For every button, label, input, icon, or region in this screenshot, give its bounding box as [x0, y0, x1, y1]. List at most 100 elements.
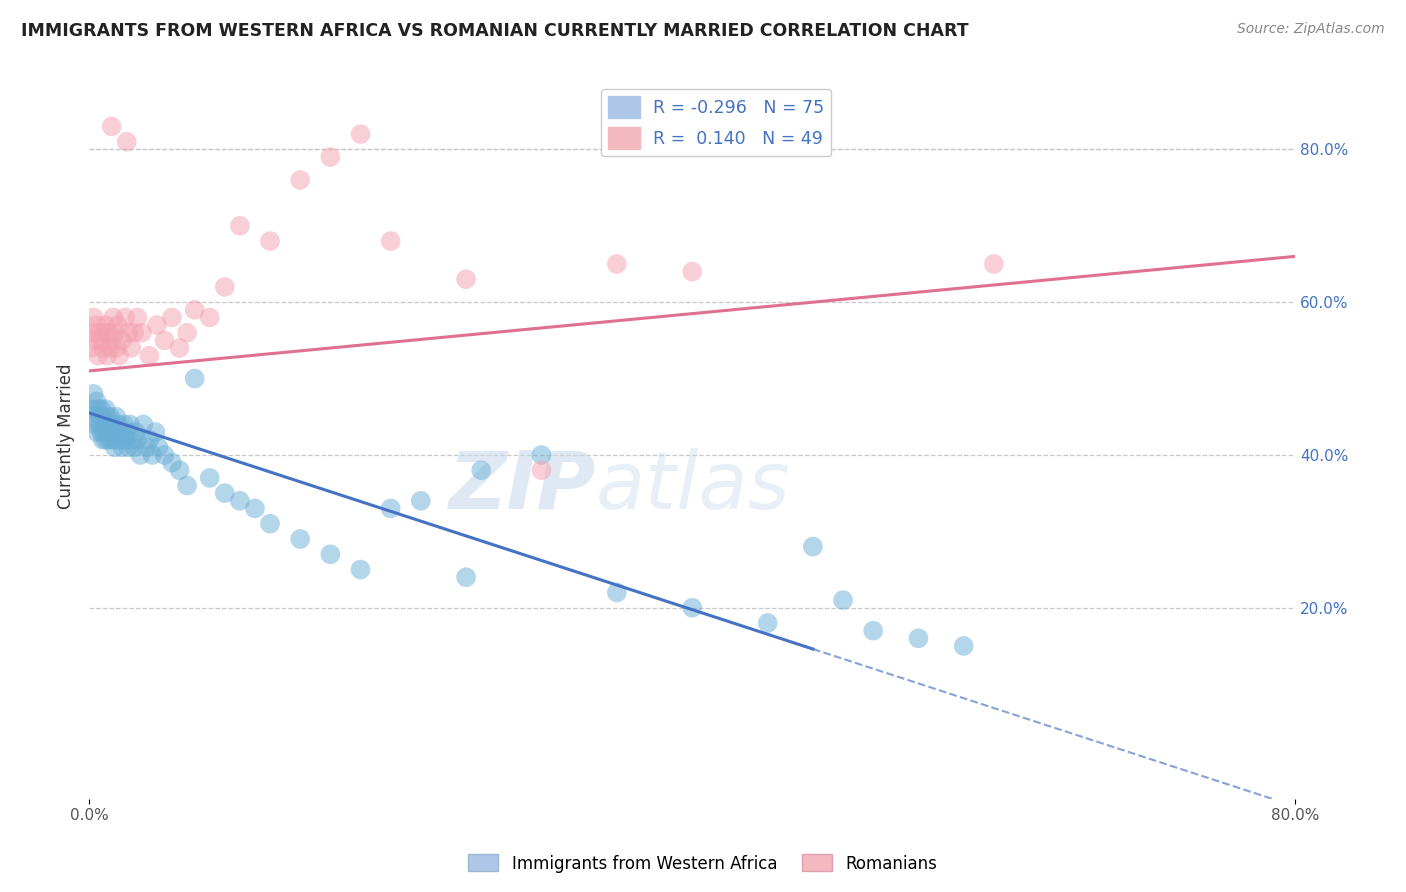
Point: [96, 349, 118, 363]
Point: [90, 402, 112, 417]
Point: [117, 326, 139, 340]
Point: [409, 493, 432, 508]
Point: [100, 433, 122, 447]
Point: [93, 326, 115, 340]
Point: [198, 310, 221, 325]
Point: [103, 310, 125, 325]
Y-axis label: Currently Married: Currently Married: [58, 363, 75, 508]
Point: [290, 173, 312, 187]
Point: [138, 433, 160, 447]
Point: [681, 264, 703, 278]
Point: [86, 318, 108, 332]
Text: Source: ZipAtlas.com: Source: ZipAtlas.com: [1237, 22, 1385, 37]
Point: [94, 402, 117, 417]
Point: [132, 417, 155, 432]
Point: [530, 463, 553, 477]
Point: [97, 433, 120, 447]
Point: [983, 257, 1005, 271]
Point: [153, 448, 176, 462]
Point: [93, 417, 115, 432]
Point: [135, 440, 157, 454]
Point: [756, 615, 779, 630]
Point: [104, 440, 127, 454]
Text: atlas: atlas: [596, 448, 790, 525]
Point: [243, 501, 266, 516]
Point: [79, 402, 101, 417]
Point: [129, 448, 152, 462]
Point: [176, 478, 198, 492]
Point: [115, 425, 138, 439]
Point: [229, 493, 252, 508]
Point: [681, 600, 703, 615]
Point: [89, 417, 111, 432]
Point: [145, 425, 167, 439]
Point: [98, 341, 121, 355]
Legend: R = -0.296   N = 75, R =  0.140   N = 49: R = -0.296 N = 75, R = 0.140 N = 49: [602, 89, 831, 156]
Point: [112, 417, 135, 432]
Point: [530, 448, 553, 462]
Point: [862, 624, 884, 638]
Point: [259, 516, 281, 531]
Point: [380, 501, 402, 516]
Point: [470, 463, 492, 477]
Point: [86, 394, 108, 409]
Point: [97, 417, 120, 432]
Point: [907, 632, 929, 646]
Point: [87, 402, 110, 417]
Point: [91, 433, 114, 447]
Point: [120, 341, 142, 355]
Point: [100, 334, 122, 348]
Point: [90, 334, 112, 348]
Point: [89, 409, 111, 424]
Point: [83, 310, 105, 325]
Point: [124, 440, 146, 454]
Point: [80, 326, 103, 340]
Point: [138, 349, 160, 363]
Point: [111, 334, 134, 348]
Point: [91, 341, 114, 355]
Point: [96, 409, 118, 424]
Point: [349, 563, 371, 577]
Point: [87, 349, 110, 363]
Point: [107, 318, 129, 332]
Text: IMMIGRANTS FROM WESTERN AFRICA VS ROMANIAN CURRENTLY MARRIED CORRELATION CHART: IMMIGRANTS FROM WESTERN AFRICA VS ROMANI…: [21, 22, 969, 40]
Point: [349, 127, 371, 141]
Point: [105, 409, 128, 424]
Point: [832, 593, 855, 607]
Point: [111, 440, 134, 454]
Point: [290, 532, 312, 546]
Point: [89, 326, 111, 340]
Point: [107, 417, 129, 432]
Point: [93, 425, 115, 439]
Point: [110, 433, 132, 447]
Point: [146, 318, 169, 332]
Point: [98, 409, 121, 424]
Point: [125, 425, 148, 439]
Point: [86, 425, 108, 439]
Point: [115, 135, 138, 149]
Point: [103, 425, 125, 439]
Point: [160, 456, 183, 470]
Point: [94, 318, 117, 332]
Point: [98, 425, 121, 439]
Point: [801, 540, 824, 554]
Point: [214, 486, 236, 500]
Point: [84, 417, 107, 432]
Point: [91, 409, 114, 424]
Point: [183, 371, 205, 385]
Point: [104, 326, 127, 340]
Point: [100, 120, 122, 134]
Point: [108, 349, 131, 363]
Point: [124, 326, 146, 340]
Point: [117, 440, 139, 454]
Point: [105, 433, 128, 447]
Point: [105, 341, 128, 355]
Point: [454, 570, 477, 584]
Point: [229, 219, 252, 233]
Point: [198, 471, 221, 485]
Point: [108, 425, 131, 439]
Point: [83, 387, 105, 401]
Point: [214, 280, 236, 294]
Point: [114, 433, 136, 447]
Text: ZIP: ZIP: [449, 448, 596, 525]
